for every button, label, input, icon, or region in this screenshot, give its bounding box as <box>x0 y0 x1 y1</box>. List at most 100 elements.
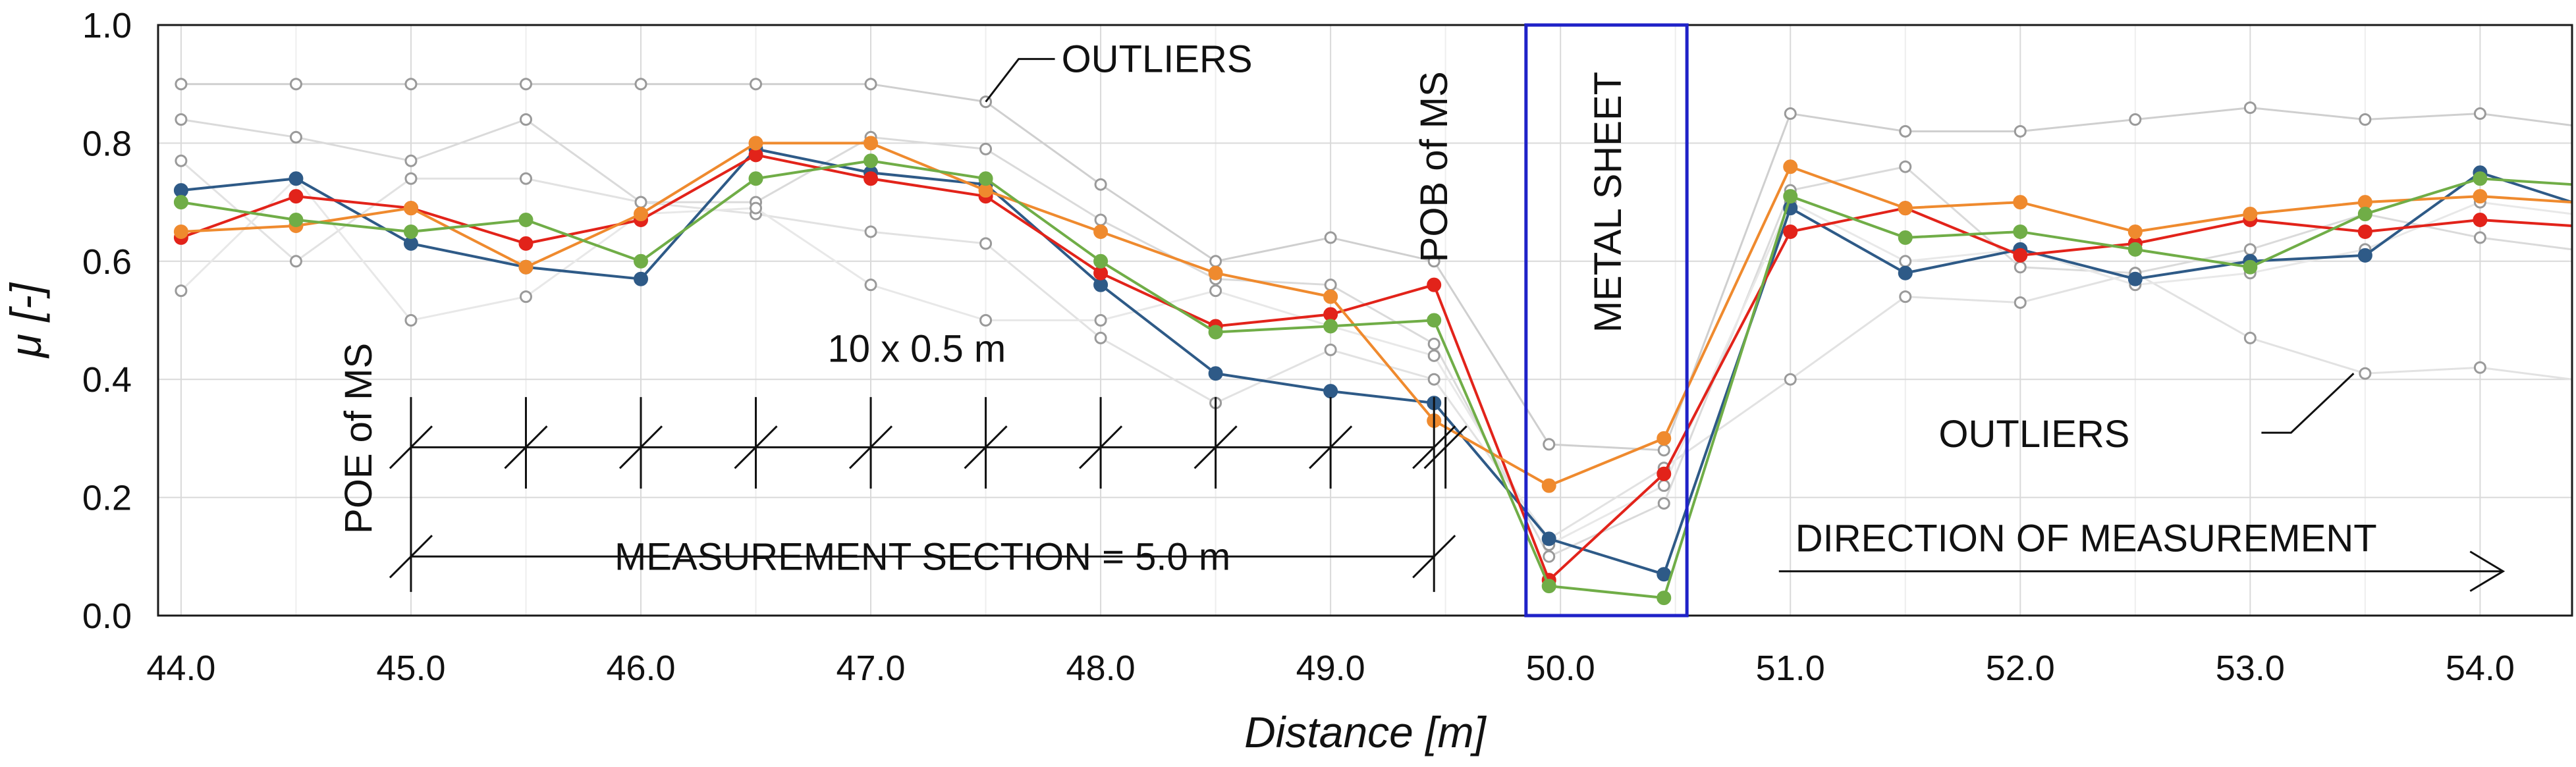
outlier-series-1-point <box>2473 107 2486 120</box>
outlier-series-1-point <box>1899 124 1912 138</box>
outlier-series-1-point <box>519 78 532 91</box>
outlier-series-1-point <box>2129 113 2142 126</box>
outlier-series-3-point <box>1094 331 1107 344</box>
series-1-point <box>1323 384 1338 399</box>
outlier-series-3-point <box>634 196 647 209</box>
outlier-series-3-point <box>1324 343 1337 356</box>
series-4-point <box>1208 325 1223 340</box>
outlier-series-1-point <box>864 78 877 91</box>
series-4-point <box>1783 189 1798 204</box>
outlier-series-3 <box>175 154 2573 545</box>
outlier-series-4-point <box>519 290 532 304</box>
outlier-series-4-point <box>1094 314 1107 327</box>
series-4-point <box>1898 230 1913 245</box>
outliers-top-leader <box>985 58 1055 103</box>
outlier-series-2-point <box>519 113 532 126</box>
outlier-series-2-point <box>175 113 188 126</box>
tick-labels: 44.0 45.0 46.0 47.0 48.0 49.0 50.0 51.0 52.0 53.0… <box>82 6 2515 688</box>
outlier-series-2-point <box>1899 160 1912 173</box>
direction-arrow-head <box>2469 550 2506 593</box>
outlier-series-2-point <box>2243 243 2257 256</box>
outlier-series-1-point <box>1784 107 1797 120</box>
outlier-series-4-point <box>404 314 418 327</box>
series-4-point <box>2243 259 2258 275</box>
series-3-point <box>1093 224 1109 239</box>
dimension-lines <box>389 58 2506 593</box>
x-tick-label: 48.0 <box>1066 648 1136 688</box>
poe-label: POE of MS <box>337 343 380 534</box>
outlier-series-3-point <box>404 172 418 185</box>
outlier-series-3-point <box>2014 296 2027 309</box>
series-3-point <box>1541 478 1556 493</box>
y-tick-label: 0.0 <box>82 596 132 636</box>
series-3-point <box>518 259 534 275</box>
outlier-series-1-point <box>2014 124 2027 138</box>
outlier-series-1-point <box>750 78 763 91</box>
outlier-series-3-point <box>175 154 188 167</box>
step-slash <box>618 425 663 469</box>
metal-sheet-box <box>1524 23 1689 618</box>
series-2-point <box>2357 224 2372 239</box>
series-3-point <box>1208 265 1223 280</box>
step-slash <box>1412 425 1456 469</box>
outliers-top-label: OUTLIERS <box>1062 38 1253 81</box>
series-2-point <box>1427 277 1442 292</box>
outlier-series-3-point <box>2359 367 2372 380</box>
outlier-series-1-point <box>1324 231 1337 244</box>
outlier-series-2-point <box>289 130 302 144</box>
outlier-series-1-point <box>1209 255 1222 268</box>
y-tick-label: 0.2 <box>82 479 132 518</box>
outlier-series-4-point <box>750 201 763 215</box>
series-3-point <box>2473 189 2488 204</box>
series-3-point <box>2243 207 2258 222</box>
outlier-series-3-point <box>2473 361 2486 374</box>
x-axis-title: Distance [m] <box>1244 708 1487 756</box>
x-tick-label: 50.0 <box>1526 648 1595 688</box>
outlier-series-1-point <box>1543 438 1556 451</box>
series-3-point <box>173 224 188 239</box>
series-1-point <box>1898 265 1913 280</box>
series-2-point <box>1783 224 1798 239</box>
outlier-series-1-point <box>289 78 302 91</box>
outlier-series-3-line <box>180 160 2573 541</box>
outlier-series-2-point <box>1094 213 1107 226</box>
direction-label: DIRECTION OF MEASUREMENT <box>1795 517 2377 560</box>
y-axis-title: μ [-] <box>1 282 50 359</box>
outlier-series-3-point <box>1427 373 1440 386</box>
x-tick-label: 45.0 <box>376 648 445 688</box>
series-3-point <box>863 136 879 151</box>
x-tick-label: 44.0 <box>146 648 215 688</box>
series-4-point <box>1541 579 1556 594</box>
x-tick-label: 49.0 <box>1296 648 1365 688</box>
outliers-right-leader <box>2261 373 2355 434</box>
x-tick-label: 46.0 <box>606 648 675 688</box>
series-4-point <box>978 171 993 186</box>
outlier-series-3-point <box>1784 373 1797 386</box>
series-4-point <box>748 171 763 186</box>
series-4-line <box>180 159 2573 600</box>
plot-area-frame <box>157 24 2573 617</box>
series-1-point <box>2127 271 2143 286</box>
x-tick-label: 51.0 <box>1756 648 1825 688</box>
step-slash <box>734 425 778 469</box>
outlier-series-1-point <box>1094 178 1107 191</box>
series-4-point <box>1657 591 1672 606</box>
series-3-point <box>1657 431 1672 446</box>
series-2-point <box>288 189 304 204</box>
outlier-series-1-point <box>2243 101 2257 115</box>
series-4-point <box>2127 242 2143 257</box>
outlier-series-4-point <box>175 284 188 298</box>
x-tick-label: 53.0 <box>2216 648 2285 688</box>
y-tick-label: 0.8 <box>82 124 132 163</box>
x-tick-label: 54.0 <box>2446 648 2515 688</box>
y-tick-label: 0.6 <box>82 242 132 282</box>
outlier-series-1-point <box>634 78 647 91</box>
series-3-point <box>2013 195 2028 210</box>
pob-label: POB of MS <box>1413 71 1456 262</box>
y-tick-label: 0.4 <box>82 360 132 400</box>
series-3-point <box>1323 289 1338 304</box>
series-3-point <box>634 207 648 222</box>
series-3-point <box>1783 159 1798 174</box>
outlier-series-3-point <box>1899 290 1912 304</box>
metal-sheet-label: METAL SHEET <box>1587 72 1630 332</box>
